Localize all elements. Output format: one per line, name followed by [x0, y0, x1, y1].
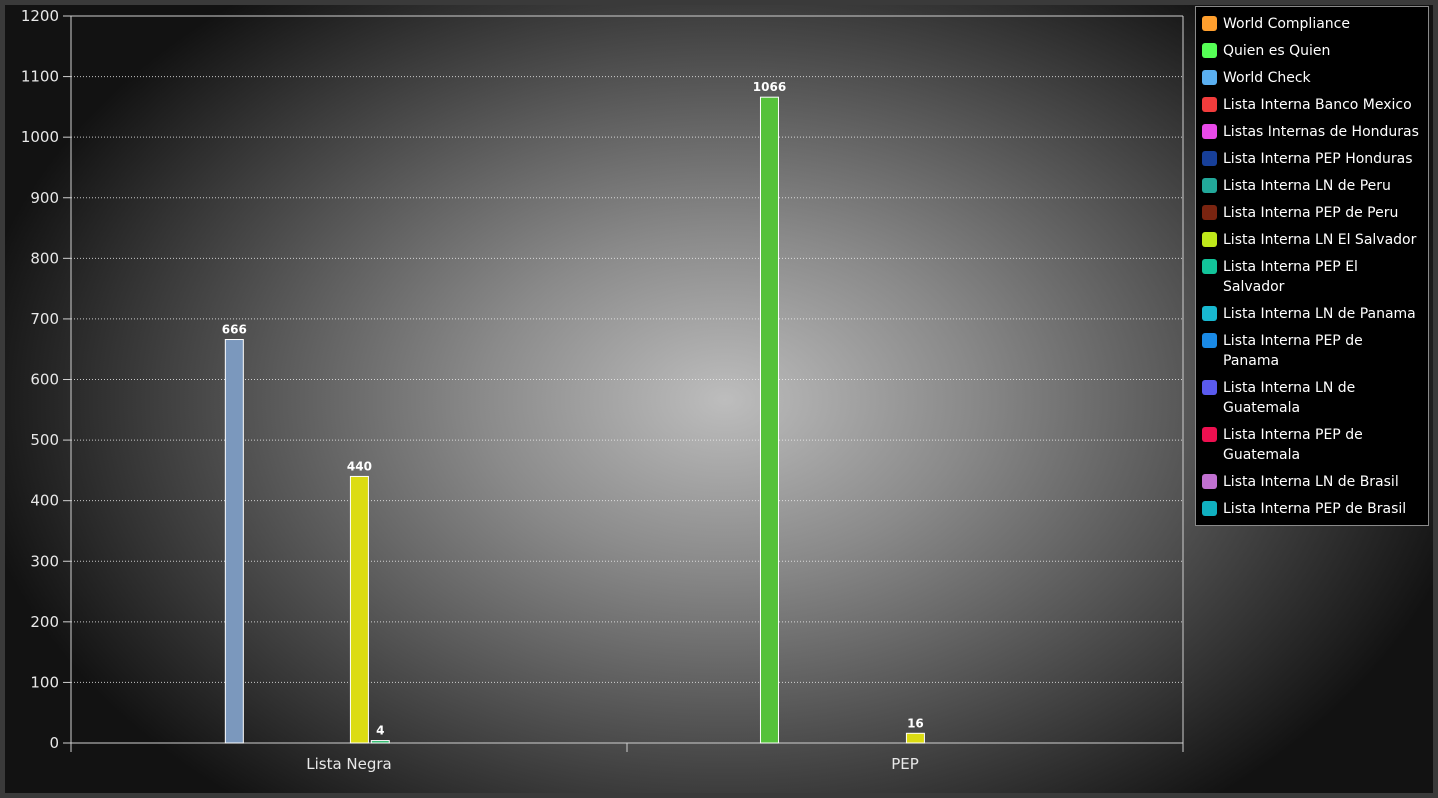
grid-lines [71, 76, 1183, 683]
legend-item[interactable]: Lista Interna PEP El Salvador [1202, 254, 1422, 301]
legend-item[interactable]: Lista Interna LN de Peru [1202, 173, 1422, 200]
legend-label: World Check [1223, 70, 1311, 86]
legend-swatch [1202, 232, 1217, 247]
bar-value-label: 16 [907, 716, 924, 730]
data-labels: 1066 666 440 16 4 [222, 80, 924, 737]
legend-swatch [1202, 333, 1217, 348]
legend: World Compliance Quien es Quien World Chec… [1195, 6, 1429, 526]
y-tick-label: 1000 [21, 128, 59, 146]
legend-swatch [1202, 16, 1217, 31]
legend-item[interactable]: Lista Interna PEP de Peru [1202, 200, 1422, 227]
legend-label: Lista Interna PEP de Panama [1223, 333, 1363, 369]
legend-swatch [1202, 124, 1217, 139]
legend-label: World Compliance [1223, 16, 1350, 32]
legend-label: Lista Interna PEP El Salvador [1223, 259, 1358, 295]
bar-value-label: 440 [347, 459, 372, 473]
y-tick-label: 0 [49, 734, 59, 752]
legend-item[interactable]: Lista Interna PEP de Panama [1202, 328, 1422, 375]
y-tick-label: 200 [30, 613, 59, 631]
legend-item[interactable]: Listas Internas de Honduras [1202, 119, 1422, 146]
legend-item[interactable]: Quien es Quien [1202, 38, 1422, 65]
x-tick-label: PEP [891, 755, 919, 773]
legend-label: Listas Internas de Honduras [1223, 124, 1419, 140]
legend-swatch [1202, 205, 1217, 220]
legend-swatch [1202, 43, 1217, 58]
bar[interactable] [349, 475, 369, 744]
legend-label: Lista Interna PEP de Guatemala [1223, 427, 1363, 463]
legend-item[interactable]: Lista Interna PEP de Brasil [1202, 496, 1422, 523]
legend-swatch [1202, 70, 1217, 85]
legend-item[interactable]: Lista Interna LN El Salvador [1202, 227, 1422, 254]
y-tick-label: 300 [30, 552, 59, 570]
y-tick-label: 700 [30, 310, 59, 328]
y-tick-label: 500 [30, 431, 59, 449]
x-tick-label: Lista Negra [306, 755, 392, 773]
legend-swatch [1202, 151, 1217, 166]
legend-item[interactable]: Lista Interna LN de Panama [1202, 301, 1422, 328]
legend-label: Lista Interna LN de Peru [1223, 178, 1391, 194]
legend-item[interactable]: World Compliance [1202, 11, 1422, 38]
y-tick-label: 600 [30, 371, 59, 389]
y-tick-label: 100 [30, 673, 59, 691]
legend-swatch [1202, 97, 1217, 112]
legend-label: Lista Interna LN de Panama [1223, 306, 1416, 322]
bar[interactable] [224, 339, 244, 744]
legend-swatch [1202, 474, 1217, 489]
legend-item[interactable]: Lista Interna PEP Honduras [1202, 146, 1422, 173]
y-tick-label: 1100 [21, 68, 59, 86]
bar[interactable] [370, 740, 390, 744]
bar[interactable] [759, 96, 779, 744]
legend-label: Lista Interna PEP de Brasil [1223, 501, 1407, 517]
bar-value-label: 1066 [753, 80, 786, 94]
y-tick-label: 900 [30, 189, 59, 207]
bar-value-label: 666 [222, 323, 247, 337]
legend-label: Lista Interna Banco Mexico [1223, 97, 1412, 113]
y-tick-label: 400 [30, 492, 59, 510]
legend-item[interactable]: Lista Interna PEP de Guatemala [1202, 422, 1422, 469]
legend-swatch [1202, 427, 1217, 442]
legend-swatch [1202, 380, 1217, 395]
legend-item[interactable]: World Check [1202, 65, 1422, 92]
legend-label: Quien es Quien [1223, 43, 1331, 59]
legend-item[interactable]: Lista Interna Banco Mexico [1202, 92, 1422, 119]
legend-item[interactable]: Lista Interna LN de Brasil [1202, 469, 1422, 496]
legend-swatch [1202, 501, 1217, 516]
legend-label: Lista Interna PEP de Peru [1223, 205, 1399, 221]
axes: 0 100 200 300 400 500 600 700 800 900 1000 1100 1200… [21, 7, 1184, 773]
bar[interactable] [905, 732, 925, 744]
legend-swatch [1202, 306, 1217, 321]
legend-label: Lista Interna LN El Salvador [1223, 232, 1417, 248]
legend-label: Lista Interna PEP Honduras [1223, 151, 1413, 167]
bar-value-label: 4 [376, 724, 384, 738]
bars [224, 96, 925, 744]
y-tick-label: 1200 [21, 7, 59, 25]
legend-swatch [1202, 259, 1217, 274]
y-tick-label: 800 [30, 249, 59, 267]
legend-item[interactable]: Lista Interna LN de Guatemala [1202, 375, 1422, 422]
legend-label: Lista Interna LN de Brasil [1223, 474, 1399, 490]
legend-label: Lista Interna LN de Guatemala [1223, 380, 1356, 416]
legend-swatch [1202, 178, 1217, 193]
